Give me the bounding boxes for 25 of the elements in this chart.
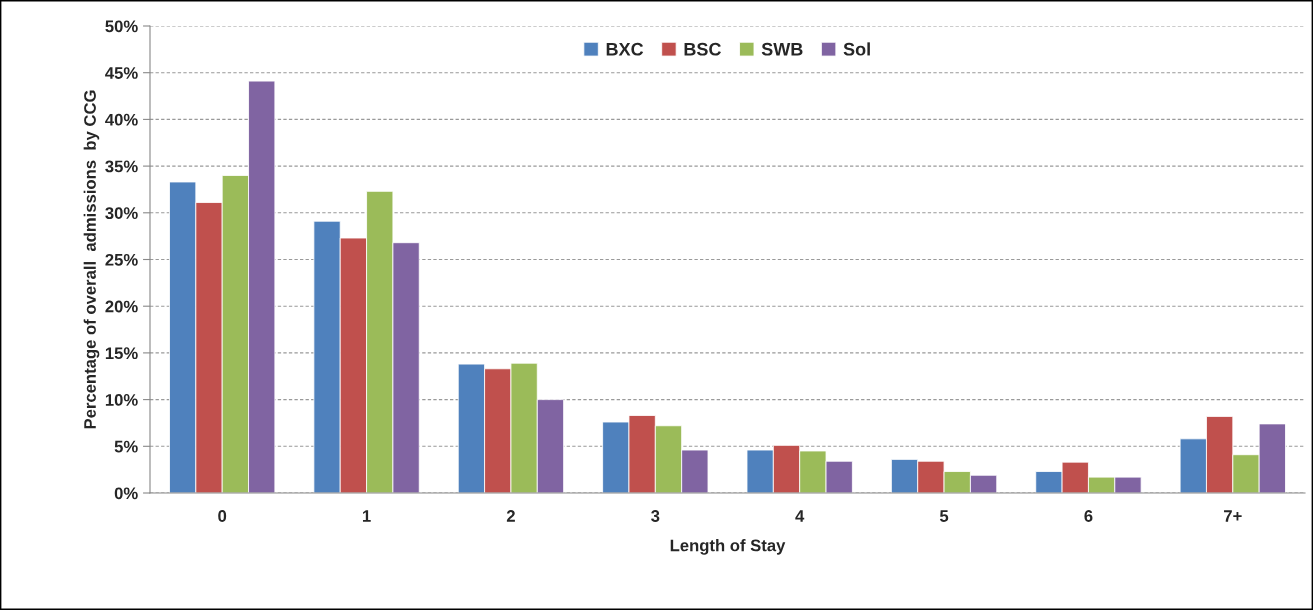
- y-tick-label: 10%: [105, 394, 138, 406]
- y-tick-label: 20%: [105, 300, 138, 313]
- legend-label: SWB: [761, 42, 803, 56]
- x-tick-label: 7+: [1224, 510, 1242, 522]
- legend-label: BSC: [684, 42, 721, 56]
- legend-label: Sol: [843, 42, 870, 56]
- y-tick-label: 0%: [114, 487, 138, 500]
- y-tick-label: 5%: [114, 440, 138, 453]
- y-tick-label: 25%: [105, 253, 138, 266]
- x-tick-label: 3: [651, 510, 660, 522]
- y-axis-title: Percentage of overall admissions by CCG: [83, 90, 100, 429]
- legend-label: BXC: [606, 42, 644, 56]
- x-tick-label: 2: [506, 510, 515, 522]
- x-tick-label: 1: [362, 510, 371, 522]
- y-tick-label: 35%: [105, 160, 138, 173]
- y-tick-label: 45%: [105, 67, 138, 79]
- y-tick-label: 15%: [105, 347, 138, 360]
- y-tick-label: 40%: [105, 113, 138, 126]
- x-axis-title: Length of Stay: [670, 539, 786, 555]
- x-tick-label: 5: [939, 510, 949, 522]
- y-tick-label: 30%: [105, 207, 138, 220]
- x-tick-label: 4: [795, 510, 805, 522]
- x-tick-label: 6: [1084, 510, 1093, 522]
- y-tick-label: 50%: [105, 20, 138, 33]
- x-tick-label: 0: [218, 510, 227, 522]
